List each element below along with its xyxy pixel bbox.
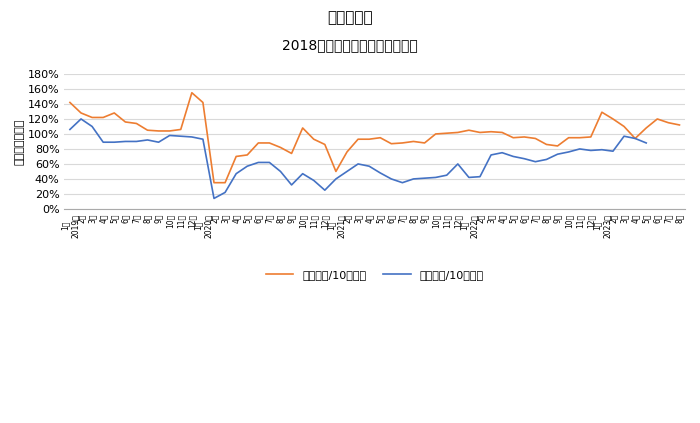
- 口コミ月/10件以上: [188, 90, 196, 95]
- 口コミ月/10件未満: [642, 140, 650, 146]
- 口コミ月/10件以上: [431, 132, 440, 137]
- 口コミ月/10件未満: [465, 175, 473, 180]
- 口コミ月/10件未満: [431, 175, 440, 180]
- 口コミ月/10件以上: [465, 128, 473, 133]
- 口コミ月/10件未満: [66, 127, 74, 132]
- Y-axis label: （売上比：％）: （売上比：％）: [15, 118, 25, 165]
- Line: 口コミ月/10件未満: 口コミ月/10件未満: [70, 119, 646, 198]
- 口コミ月/10件未満: [421, 176, 429, 181]
- Text: 居酒屋業態: 居酒屋業態: [327, 11, 373, 25]
- Legend: 口コミ月/10件以上, 口コミ月/10件未満: 口コミ月/10件以上, 口コミ月/10件未満: [261, 266, 489, 285]
- 口コミ月/10件未満: [531, 159, 540, 164]
- Line: 口コミ月/10件以上: 口コミ月/10件以上: [70, 93, 680, 183]
- 口コミ月/10件未満: [210, 196, 218, 201]
- 口コミ月/10件以上: [66, 100, 74, 105]
- 口コミ月/10件未満: [454, 162, 462, 167]
- 口コミ月/10件以上: [210, 180, 218, 185]
- 口コミ月/10件未満: [77, 116, 85, 121]
- 口コミ月/10件未満: [243, 164, 251, 169]
- 口コミ月/10件以上: [77, 110, 85, 115]
- 口コミ月/10件以上: [309, 137, 318, 142]
- 口コミ月/10件以上: [554, 143, 562, 148]
- 口コミ月/10件以上: [487, 129, 496, 134]
- 口コミ月/10件以上: [676, 122, 684, 127]
- Text: 2018年度比：坪単価純売上平均: 2018年度比：坪単価純売上平均: [282, 38, 418, 52]
